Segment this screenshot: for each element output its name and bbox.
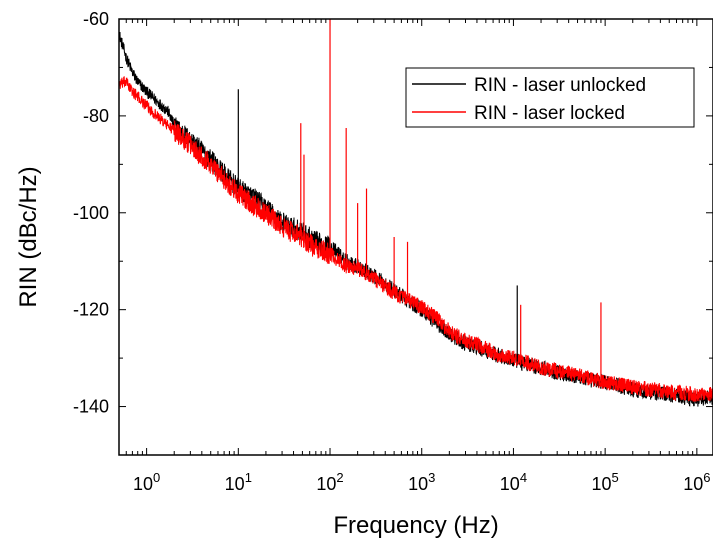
y-axis-title: RIN (dBc/Hz) [15, 166, 42, 307]
x-tick-exponent: 4 [520, 470, 527, 485]
x-tick-label: 105 [592, 470, 619, 494]
y-tick-label: -80 [83, 106, 109, 126]
x-tick-label: 100 [133, 470, 160, 494]
legend-box [405, 67, 695, 128]
x-tick-label: 106 [683, 470, 710, 494]
x-tick-base: 10 [225, 474, 245, 494]
x-tick-exponent: 2 [336, 470, 343, 485]
x-tick-exponent: 6 [703, 470, 710, 485]
x-tick-base: 10 [500, 474, 520, 494]
plot-frame [118, 18, 713, 456]
x-tick-base: 10 [133, 474, 153, 494]
x-tick-base: 10 [592, 474, 612, 494]
y-tick-label: -60 [83, 9, 109, 29]
x-tick-label: 102 [316, 470, 343, 494]
y-tick-label: -140 [73, 397, 109, 417]
y-tick-label: -120 [73, 300, 109, 320]
series-layer [118, 19, 713, 407]
y-tick-label: -100 [73, 203, 109, 223]
series-locked [118, 75, 713, 402]
legend-label-unlocked: RIN - laser unlocked [474, 75, 646, 96]
legend-label-locked: RIN - laser locked [474, 103, 625, 124]
x-tick-exponent: 5 [612, 470, 619, 485]
x-tick-exponent: 0 [153, 470, 160, 485]
x-tick-base: 10 [683, 474, 703, 494]
x-tick-label: 103 [408, 470, 435, 494]
x-tick-base: 10 [408, 474, 428, 494]
x-tick-label: 101 [225, 470, 252, 494]
x-axis-title: Frequency (Hz) [333, 512, 498, 539]
legend: RIN - laser unlocked RIN - laser locked [405, 67, 695, 128]
x-tick-label: 104 [500, 470, 527, 494]
x-tick-base: 10 [316, 474, 336, 494]
x-tick-exponent: 1 [245, 470, 252, 485]
x-tick-exponent: 3 [428, 470, 435, 485]
